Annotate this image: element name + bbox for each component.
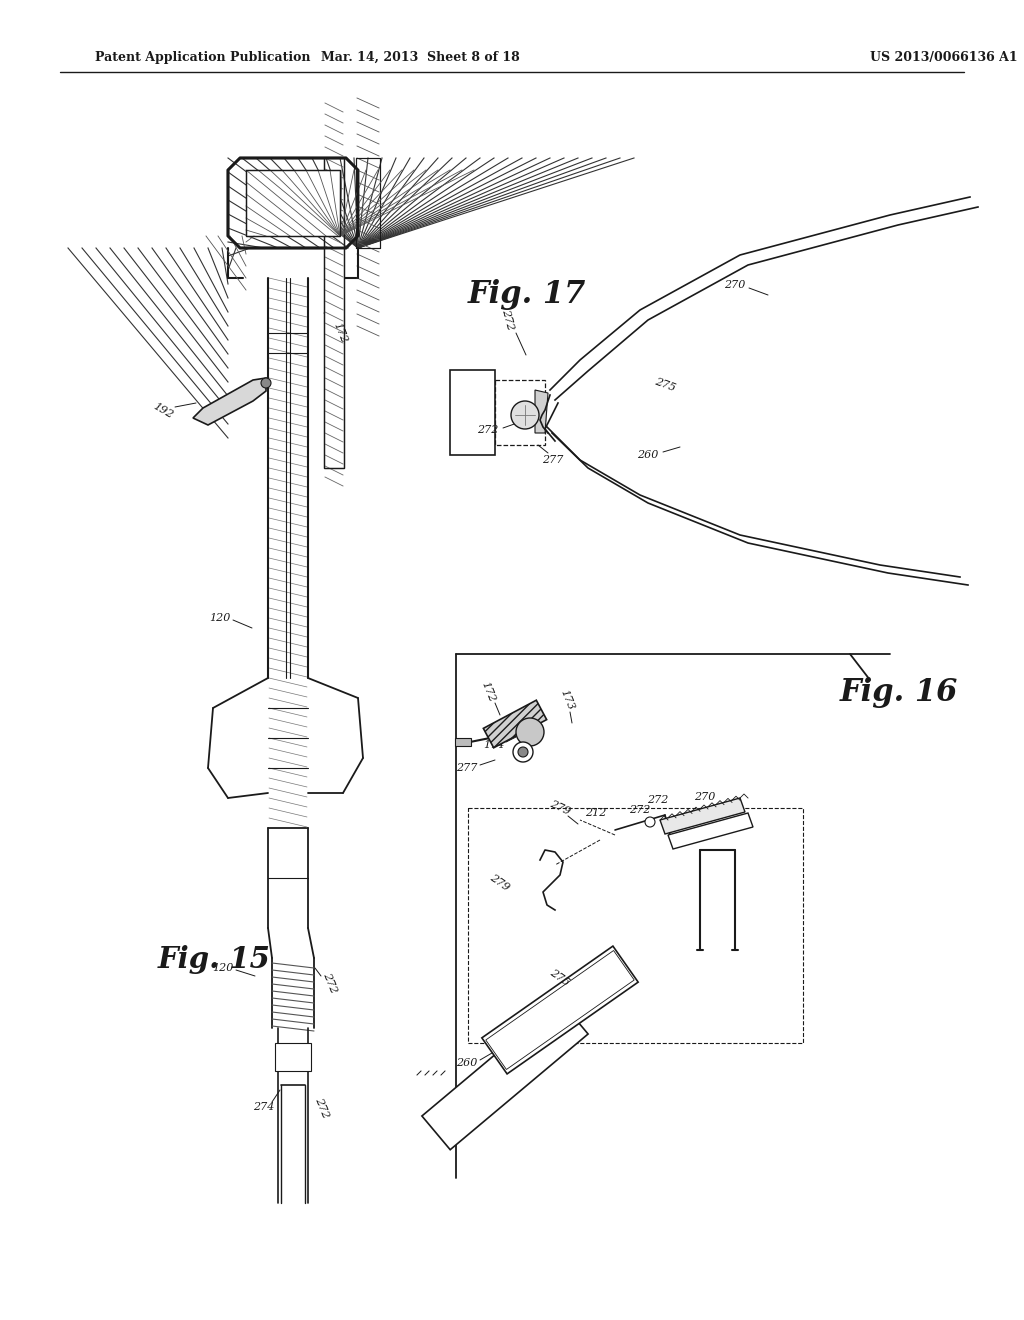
Bar [455, 738, 471, 746]
Bar [356, 158, 380, 248]
Text: 275: 275 [549, 968, 571, 989]
Bar [324, 158, 344, 469]
Text: 173: 173 [558, 688, 575, 711]
Polygon shape [193, 378, 266, 425]
Text: Fig. 17: Fig. 17 [468, 280, 587, 310]
Text: 172: 172 [479, 680, 497, 704]
Polygon shape [535, 389, 548, 433]
Text: 270: 270 [694, 792, 716, 803]
Bar [356, 158, 380, 248]
Text: 272: 272 [477, 425, 499, 436]
Text: 120: 120 [209, 612, 230, 623]
Polygon shape [228, 158, 358, 248]
Text: 272: 272 [501, 309, 516, 331]
Text: Mar. 14, 2013  Sheet 8 of 18: Mar. 14, 2013 Sheet 8 of 18 [321, 50, 519, 63]
Text: 172: 172 [332, 321, 348, 345]
Text: Fig. 15: Fig. 15 [158, 945, 271, 974]
Circle shape [518, 747, 528, 756]
Text: 260: 260 [637, 450, 658, 459]
Bar [455, 378, 490, 447]
Polygon shape [660, 799, 745, 834]
Circle shape [261, 378, 271, 388]
Text: 120: 120 [212, 964, 233, 973]
Bar [324, 158, 344, 469]
Text: 272: 272 [647, 795, 669, 805]
Circle shape [511, 401, 539, 429]
Polygon shape [495, 380, 545, 445]
Text: 279: 279 [548, 799, 571, 817]
Bar [482, 946, 638, 1074]
Bar [468, 808, 803, 1043]
Text: 260: 260 [457, 1059, 477, 1068]
Text: Fig. 16: Fig. 16 [840, 677, 958, 709]
Bar [483, 700, 547, 748]
Bar [275, 1043, 311, 1071]
Text: 272: 272 [630, 805, 650, 814]
Text: 212: 212 [586, 808, 606, 818]
Text: 192: 192 [152, 401, 175, 421]
Text: 275: 275 [653, 376, 677, 393]
Circle shape [513, 742, 534, 762]
Bar [246, 170, 340, 236]
Text: 270: 270 [724, 280, 745, 290]
Circle shape [645, 817, 655, 828]
Text: 272: 272 [322, 972, 339, 995]
Bar [422, 1001, 588, 1150]
Bar [483, 700, 547, 748]
Bar [485, 950, 634, 1069]
Polygon shape [668, 813, 753, 849]
Text: US 2013/0066136 A1: US 2013/0066136 A1 [870, 50, 1018, 63]
Text: 277: 277 [543, 455, 563, 465]
Text: 274: 274 [253, 1102, 274, 1111]
Text: 272: 272 [313, 1096, 331, 1119]
Bar [246, 170, 340, 236]
Bar [450, 370, 495, 455]
Text: 279: 279 [488, 873, 512, 894]
Circle shape [516, 718, 544, 746]
Text: Patent Application Publication: Patent Application Publication [95, 50, 310, 63]
Text: 277: 277 [457, 763, 477, 774]
Text: 174: 174 [483, 741, 505, 750]
